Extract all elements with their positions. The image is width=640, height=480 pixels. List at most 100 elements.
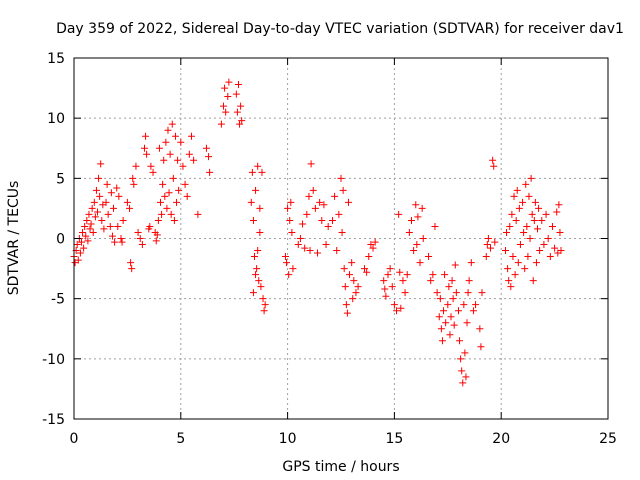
data-point xyxy=(167,210,175,218)
data-point xyxy=(514,259,522,267)
data-points xyxy=(70,78,565,387)
data-point xyxy=(248,168,256,176)
data-point xyxy=(440,307,448,315)
data-point xyxy=(322,241,330,249)
data-point xyxy=(506,222,514,230)
data-point xyxy=(143,150,151,158)
data-point xyxy=(119,216,127,224)
data-point xyxy=(320,201,328,209)
data-point xyxy=(341,283,349,291)
data-point xyxy=(512,216,520,224)
data-point xyxy=(557,247,565,255)
data-point xyxy=(117,235,125,242)
data-point xyxy=(542,210,550,218)
data-point xyxy=(140,144,148,152)
y-tick-label: 15 xyxy=(47,51,65,67)
y-tick-label: 0 xyxy=(56,232,65,248)
data-point xyxy=(531,198,539,206)
data-point xyxy=(535,204,543,212)
data-point xyxy=(525,192,533,200)
data-point xyxy=(174,156,182,164)
data-point xyxy=(158,210,166,218)
data-point xyxy=(307,160,315,168)
data-point xyxy=(490,162,498,170)
data-point xyxy=(147,162,155,170)
data-point xyxy=(524,253,532,261)
data-point xyxy=(222,108,230,116)
y-tick-label: 5 xyxy=(56,171,65,187)
data-point xyxy=(487,244,495,252)
data-point xyxy=(414,213,422,221)
data-point xyxy=(82,232,90,240)
data-point xyxy=(258,168,266,176)
data-point xyxy=(505,277,513,285)
data-point xyxy=(285,271,293,279)
data-point xyxy=(530,216,538,224)
data-point xyxy=(103,180,111,188)
data-point xyxy=(305,192,313,200)
data-point xyxy=(457,355,465,363)
data-point xyxy=(252,271,260,279)
data-point xyxy=(232,90,240,98)
data-point xyxy=(187,132,195,140)
data-point xyxy=(546,253,554,261)
data-point xyxy=(354,283,362,291)
data-point xyxy=(452,289,460,297)
data-point xyxy=(85,210,93,218)
data-point xyxy=(529,277,537,285)
data-point xyxy=(149,168,157,176)
data-point xyxy=(548,222,556,230)
data-point xyxy=(90,198,98,206)
data-point xyxy=(171,132,179,140)
x-tick-label: 20 xyxy=(492,431,510,447)
data-point xyxy=(115,192,123,200)
data-point xyxy=(449,295,457,303)
data-point xyxy=(296,235,304,242)
data-point xyxy=(217,120,225,128)
data-point xyxy=(338,228,346,236)
data-point xyxy=(256,228,264,236)
data-point xyxy=(352,289,360,297)
data-point xyxy=(469,307,477,315)
data-point xyxy=(333,247,341,255)
data-point xyxy=(185,150,193,158)
data-point xyxy=(153,231,161,239)
data-point xyxy=(465,277,473,285)
x-tick-label: 15 xyxy=(385,431,403,447)
data-point xyxy=(86,225,94,233)
data-point xyxy=(97,160,105,168)
data-point xyxy=(252,186,260,194)
data-point xyxy=(236,120,244,128)
data-point xyxy=(316,198,324,206)
data-point xyxy=(484,235,492,242)
data-point xyxy=(306,247,314,255)
data-point xyxy=(510,192,518,200)
data-point xyxy=(459,379,467,387)
data-point xyxy=(118,238,126,246)
data-point xyxy=(520,228,528,236)
data-point xyxy=(446,331,454,339)
data-point xyxy=(281,253,289,261)
data-point xyxy=(360,265,368,273)
data-point xyxy=(516,241,524,249)
data-point xyxy=(92,186,100,194)
data-point xyxy=(314,249,322,257)
data-point xyxy=(369,244,377,252)
data-point xyxy=(509,253,517,261)
data-point xyxy=(309,186,317,194)
data-point xyxy=(436,295,444,303)
data-point xyxy=(458,367,466,375)
data-point xyxy=(168,120,176,128)
data-point xyxy=(544,235,552,242)
data-point xyxy=(183,192,191,200)
data-point xyxy=(367,241,375,249)
data-point xyxy=(324,222,332,230)
data-point xyxy=(365,253,373,261)
data-point xyxy=(472,301,480,309)
data-point xyxy=(412,201,420,209)
data-point xyxy=(407,216,415,224)
data-point xyxy=(513,186,521,194)
data-point xyxy=(451,261,459,269)
data-point xyxy=(482,253,490,261)
